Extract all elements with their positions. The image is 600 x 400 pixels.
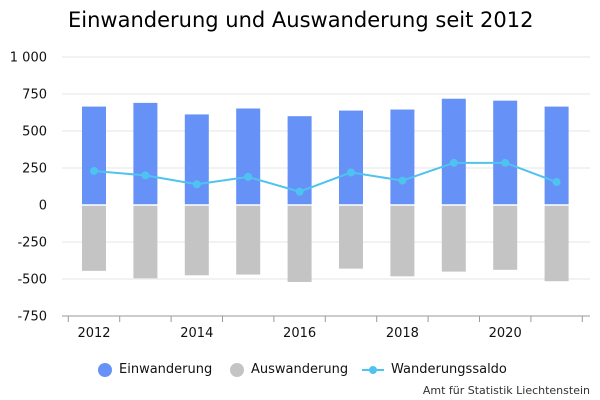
y-tick-label: 0 [39,199,47,214]
bar-einwanderung-2019 [441,98,466,205]
x-tick-label: 2014 [180,326,213,341]
chart-title: Einwanderung und Auswanderung seit 2012 [68,8,534,32]
x-axis [62,204,590,317]
y-tick-label: 500 [22,125,47,140]
point-wanderungssaldo-2018 [398,176,407,185]
point-wanderungssaldo-2020 [501,158,510,167]
point-wanderungssaldo-2014 [192,180,201,189]
bar-auswanderung-2012 [82,205,106,271]
legend-label: Wanderungssaldo [391,362,507,377]
y-tick-label: -750 [17,310,47,325]
legend-swatch [230,362,244,377]
bar-auswanderung-2018 [390,205,415,277]
legend-item-einwanderung[interactable]: Einwanderung [98,362,212,377]
bar-einwanderung-2017 [339,110,363,205]
point-wanderungssaldo-2013 [141,171,150,180]
point-wanderungssaldo-2012 [90,166,98,175]
legend-label: Auswanderung [251,362,349,377]
legend-swatch [98,362,112,377]
bar-einwanderung-2015 [236,108,261,205]
x-tick-label: 2012 [77,326,110,341]
point-wanderungssaldo-2017 [347,168,355,177]
point-wanderungssaldo-2021 [552,178,561,187]
point-wanderungssaldo-2016 [295,187,304,196]
y-tick-label: 250 [22,162,47,177]
bar-einwanderung-2018 [390,109,415,205]
y-axis-ticks: 1 000 750 500 250 0 -250 -500 -750 [10,51,47,325]
legend-label: Einwanderung [119,362,213,377]
bar-auswanderung-2013 [133,205,158,279]
legend-line-symbol [362,363,384,377]
bar-einwanderung-2020 [493,100,518,205]
x-tick-label: 2020 [489,326,522,341]
y-tick-label: 1 000 [10,51,47,66]
bar-einwanderung-2021 [544,106,569,205]
legend-item-wanderungssaldo[interactable]: Wanderungssaldo [362,362,507,377]
bar-einwanderung-2014 [184,114,209,205]
bar-auswanderung-2017 [339,205,363,269]
bar-auswanderung-2015 [236,205,261,275]
bar-auswanderung-2016 [287,205,312,282]
y-tick-label: -250 [17,236,47,251]
point-wanderungssaldo-2019 [449,158,458,167]
x-axis-ticks: 2012 2014 2016 2018 2020 [67,316,583,341]
y-tick-label: -500 [17,273,47,288]
bar-einwanderung-2013 [133,102,158,205]
legend: Einwanderung Auswanderung Wanderungssald… [0,362,600,382]
y-tick-label: 750 [22,88,47,103]
line-series [90,158,561,196]
x-tick-label: 2016 [283,326,316,341]
point-wanderungssaldo-2015 [244,172,253,181]
bar-auswanderung-2021 [544,205,569,282]
bar-auswanderung-2019 [441,205,466,272]
x-tick-label: 2018 [386,326,419,341]
source-credit: Amt für Statistik Liechtenstein [422,384,590,397]
bar-auswanderung-2014 [184,205,209,276]
legend-item-auswanderung[interactable]: Auswanderung [230,362,348,377]
line-wanderungssaldo [93,161,557,193]
bar-einwanderung-2012 [82,106,106,205]
bar-series [82,98,569,282]
bar-auswanderung-2020 [493,205,518,270]
